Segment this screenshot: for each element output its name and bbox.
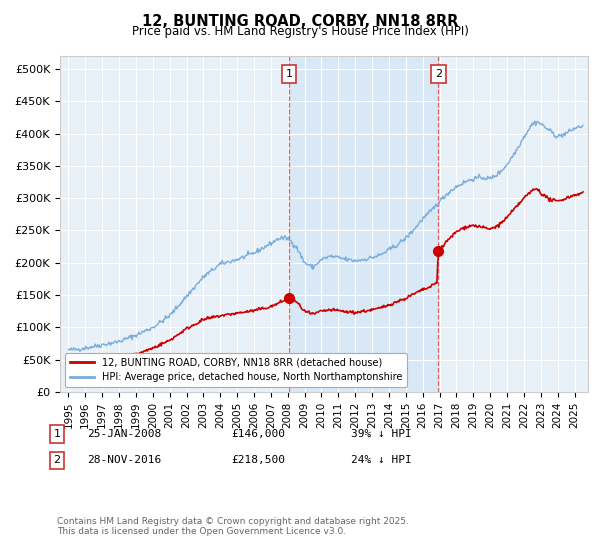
Text: 1: 1 bbox=[53, 429, 61, 439]
Text: Price paid vs. HM Land Registry's House Price Index (HPI): Price paid vs. HM Land Registry's House … bbox=[131, 25, 469, 38]
Text: 1: 1 bbox=[286, 69, 292, 79]
Bar bbox=[289, 56, 438, 392]
Text: 2: 2 bbox=[53, 455, 61, 465]
Legend: 12, BUNTING ROAD, CORBY, NN18 8RR (detached house), HPI: Average price, detached: 12, BUNTING ROAD, CORBY, NN18 8RR (detac… bbox=[65, 353, 407, 387]
Text: 28-NOV-2016: 28-NOV-2016 bbox=[87, 455, 161, 465]
Text: £218,500: £218,500 bbox=[231, 455, 285, 465]
Text: 24% ↓ HPI: 24% ↓ HPI bbox=[351, 455, 412, 465]
Text: Contains HM Land Registry data © Crown copyright and database right 2025.
This d: Contains HM Land Registry data © Crown c… bbox=[57, 517, 409, 536]
Text: 39% ↓ HPI: 39% ↓ HPI bbox=[351, 429, 412, 439]
Text: 12, BUNTING ROAD, CORBY, NN18 8RR: 12, BUNTING ROAD, CORBY, NN18 8RR bbox=[142, 14, 458, 29]
Text: 2: 2 bbox=[434, 69, 442, 79]
Text: £146,000: £146,000 bbox=[231, 429, 285, 439]
Text: 25-JAN-2008: 25-JAN-2008 bbox=[87, 429, 161, 439]
